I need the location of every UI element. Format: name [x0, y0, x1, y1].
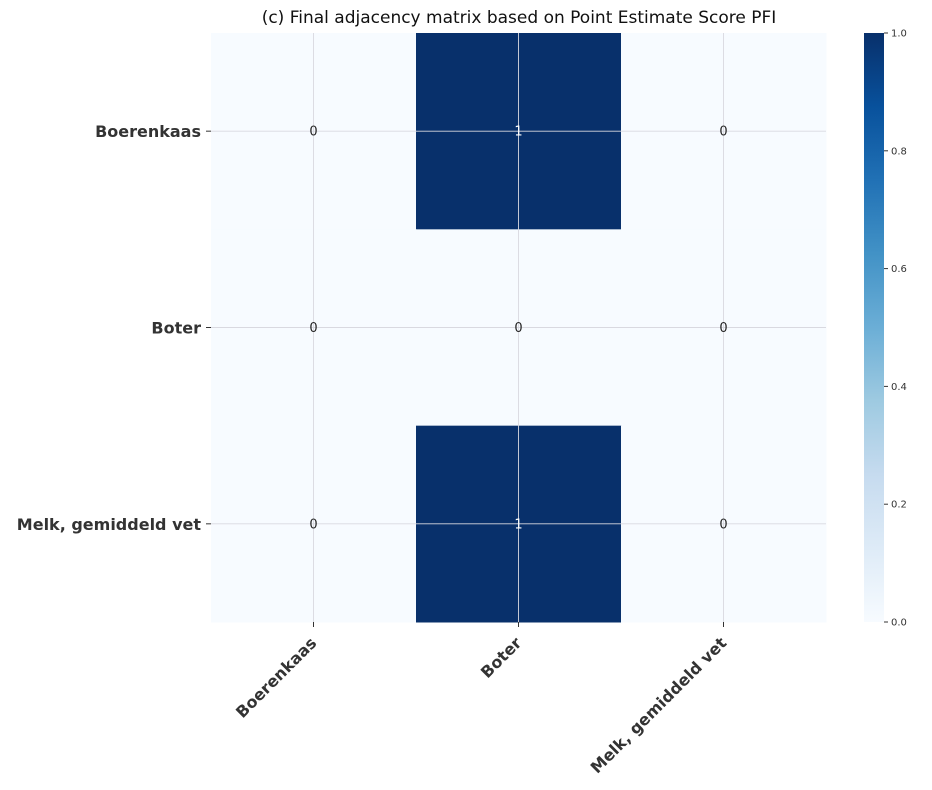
colorbar-tick-label: 0.0 — [891, 618, 907, 629]
colorbar-tick-label: 1.0 — [891, 29, 907, 40]
y-tick-label: Boerenkaas — [95, 122, 201, 141]
y-axis: Boerenkaas Boter Melk, gemiddeld vet — [17, 122, 211, 534]
x-tick-label: Boter — [477, 633, 526, 682]
cell-value-label: 0 — [719, 321, 727, 336]
x-tick-label: Melk, gemiddeld vet — [587, 633, 731, 777]
x-axis: Boerenkaas Boter Melk, gemiddeld vet — [232, 622, 731, 777]
heatmap-grid — [211, 33, 826, 622]
cell-value-label: 0 — [719, 517, 727, 532]
cell-value-label: 0 — [719, 125, 727, 140]
cell-value-label: 1 — [514, 517, 522, 532]
colorbar-gradient — [864, 33, 884, 622]
cell-value-label: 1 — [514, 125, 522, 140]
y-tick-label: Boter — [151, 319, 201, 338]
cell-value-label: 0 — [309, 125, 317, 140]
colorbar-tick-label: 0.2 — [891, 500, 907, 511]
cell-value-label: 0 — [309, 517, 317, 532]
cell-value-label: 0 — [514, 321, 522, 336]
colorbar-tick-label: 0.4 — [891, 382, 907, 393]
chart-title: (c) Final adjacency matrix based on Poin… — [262, 8, 777, 28]
colorbar-tick-label: 0.8 — [891, 146, 907, 157]
colorbar-tick-label: 0.6 — [891, 264, 907, 275]
colorbar: 0.0 0.2 0.4 0.6 0.8 1.0 — [864, 29, 907, 629]
heatmap-cell-labels: 0 1 0 0 0 0 0 1 0 — [309, 125, 727, 533]
x-tick-label: Boerenkaas — [232, 633, 320, 721]
y-tick-label: Melk, gemiddeld vet — [17, 515, 202, 534]
colorbar-ticks: 0.0 0.2 0.4 0.6 0.8 1.0 — [884, 29, 907, 629]
cell-value-label: 0 — [309, 321, 317, 336]
